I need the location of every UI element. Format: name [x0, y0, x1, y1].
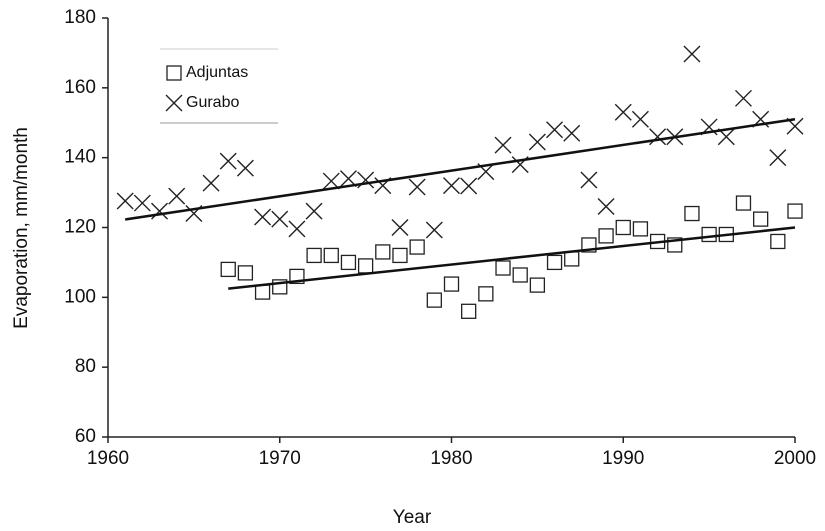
point [631, 110, 649, 128]
point [254, 284, 271, 300]
point [563, 124, 581, 142]
point [495, 260, 511, 276]
y-tick-label: 120 [64, 217, 96, 238]
point [478, 286, 494, 302]
point [220, 261, 236, 278]
point [494, 136, 512, 154]
x-tick-label: 1960 [87, 448, 129, 469]
point [683, 45, 701, 63]
x-tick-label: 1980 [430, 448, 472, 469]
point [357, 171, 375, 189]
point [701, 226, 717, 243]
legend-marker [166, 65, 182, 81]
legend-label: Adjuntas [186, 64, 248, 81]
point [580, 171, 598, 189]
point [769, 149, 787, 167]
x-tick-label: 1970 [259, 448, 301, 469]
point [408, 178, 426, 196]
point [305, 202, 323, 220]
point [564, 251, 580, 267]
point [339, 170, 357, 188]
point [684, 205, 700, 222]
x-tick-label: 1990 [602, 448, 644, 469]
y-tick-label: 140 [64, 147, 96, 168]
legend: Adjuntas Gurabo [160, 48, 278, 124]
y-tick-label: 100 [64, 286, 96, 307]
point [237, 265, 254, 281]
point [340, 254, 357, 271]
point [426, 292, 442, 308]
point [443, 177, 460, 195]
y-tick-label: 180 [64, 7, 96, 28]
point [581, 237, 597, 253]
point [151, 202, 169, 220]
point [409, 239, 425, 255]
point [272, 279, 288, 295]
point [375, 244, 391, 260]
point [254, 208, 272, 226]
point [667, 237, 683, 253]
point [461, 303, 477, 319]
point [289, 268, 305, 285]
point [546, 121, 564, 139]
y-tick-label: 160 [64, 77, 96, 98]
point [288, 220, 306, 238]
point [787, 203, 803, 219]
y-tick-label: 80 [75, 356, 96, 377]
point [735, 195, 752, 211]
point [649, 128, 667, 146]
point [753, 211, 769, 227]
point [614, 103, 632, 121]
point [597, 198, 615, 216]
point [168, 187, 186, 205]
legend-marker [165, 94, 183, 112]
point [734, 89, 752, 107]
point [271, 210, 289, 228]
point [443, 276, 460, 292]
point [546, 254, 563, 271]
point [391, 219, 409, 236]
trend-line [228, 226, 796, 290]
point [116, 192, 134, 210]
point [615, 219, 631, 236]
point [528, 133, 546, 151]
x-axis-label: Year [393, 507, 432, 528]
point [512, 267, 528, 283]
point [236, 159, 254, 177]
y-axis-label: Evaporation, mm/month [11, 127, 32, 329]
point [392, 247, 408, 264]
point [770, 233, 786, 250]
point [133, 194, 151, 212]
point [202, 174, 220, 192]
point [357, 258, 374, 274]
point [598, 228, 614, 244]
point [529, 277, 546, 293]
point [323, 247, 339, 264]
point [219, 152, 237, 170]
legend-label: Gurabo [186, 94, 239, 111]
point [322, 172, 340, 190]
point [632, 221, 649, 237]
y-tick-label: 60 [75, 426, 96, 447]
x-tick-label: 2000 [774, 448, 816, 469]
point [306, 247, 322, 264]
trend-line [124, 118, 796, 221]
point [425, 221, 443, 239]
point [460, 177, 478, 195]
